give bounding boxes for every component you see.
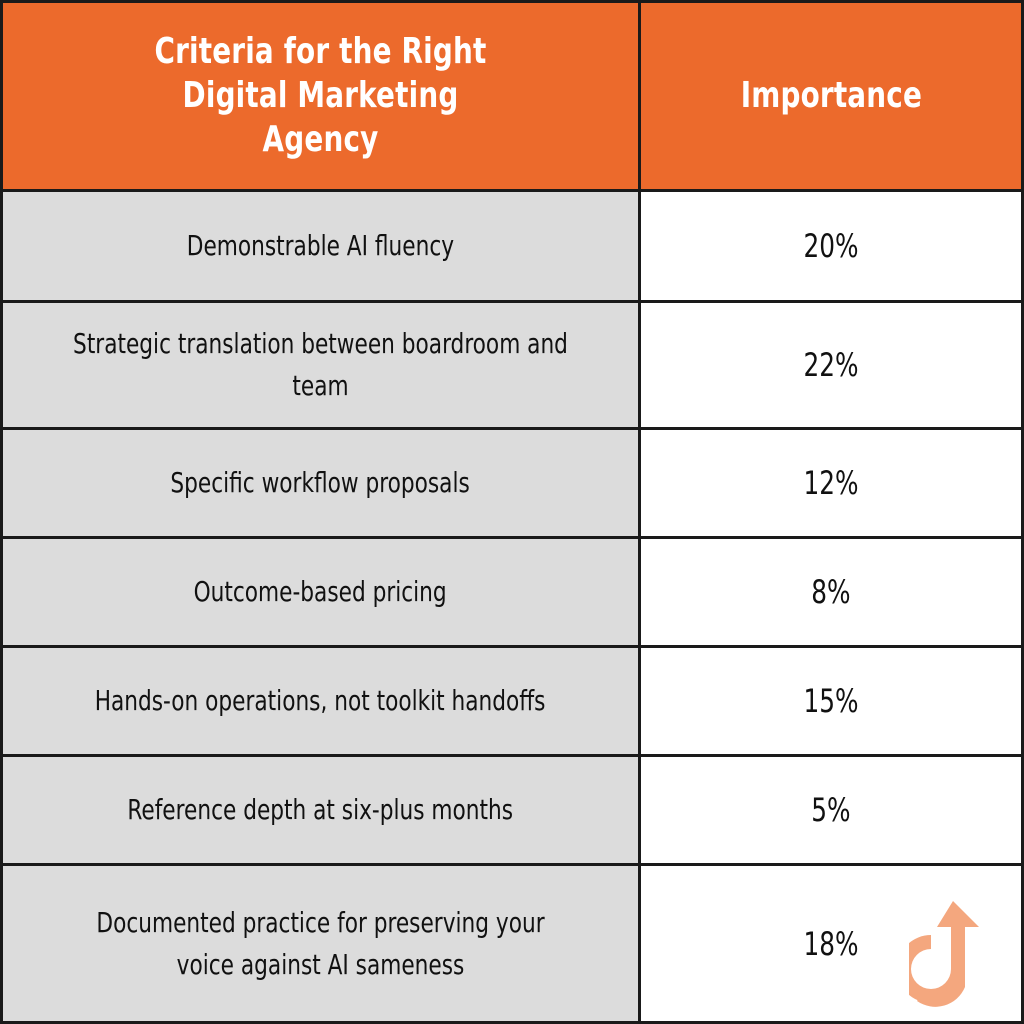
criteria-text: Documented practice for preserving your …	[96, 905, 545, 981]
header-criteria-label: Criteria for the Right Digital Marketing…	[154, 31, 487, 160]
importance-value: 8%	[811, 573, 851, 611]
importance-value: 12%	[803, 464, 859, 502]
criteria-text: Reference depth at six-plus months	[127, 793, 514, 826]
g-arrow-logo-icon	[909, 901, 979, 1007]
importance-cell: 20%	[641, 192, 1021, 300]
importance-value: 15%	[803, 682, 859, 720]
criteria-text: Demonstrable AI fluency	[186, 229, 455, 262]
importance-cell: 12%	[641, 430, 1021, 536]
importance-value: 18%	[803, 924, 859, 963]
importance-cell: 15%	[641, 648, 1021, 754]
criteria-cell: Reference depth at six-plus months	[3, 757, 638, 863]
criteria-cell: Specific workflow proposals	[3, 430, 638, 536]
criteria-text: Specific workflow proposals	[170, 466, 471, 499]
criteria-cell: Documented practice for preserving your …	[3, 866, 638, 1021]
criteria-cell: Outcome-based pricing	[3, 539, 638, 645]
importance-cell: 18%	[641, 866, 1021, 1021]
header-criteria: Criteria for the Right Digital Marketing…	[3, 3, 638, 189]
header-importance-label: Importance	[740, 75, 922, 117]
importance-cell: 22%	[641, 303, 1021, 427]
importance-value: 20%	[803, 227, 859, 265]
importance-cell: 5%	[641, 757, 1021, 863]
criteria-text: Hands-on operations, not toolkit handoff…	[95, 684, 546, 717]
importance-value: 22%	[803, 346, 859, 384]
criteria-cell: Hands-on operations, not toolkit handoff…	[3, 648, 638, 754]
header-importance: Importance	[641, 3, 1021, 189]
criteria-text: Outcome-based pricing	[193, 575, 448, 608]
importance-value: 5%	[811, 791, 851, 829]
criteria-text: Strategic translation between boardroom …	[73, 327, 568, 402]
importance-cell: 8%	[641, 539, 1021, 645]
criteria-cell: Strategic translation between boardroom …	[3, 303, 638, 427]
criteria-cell: Demonstrable AI fluency	[3, 192, 638, 300]
